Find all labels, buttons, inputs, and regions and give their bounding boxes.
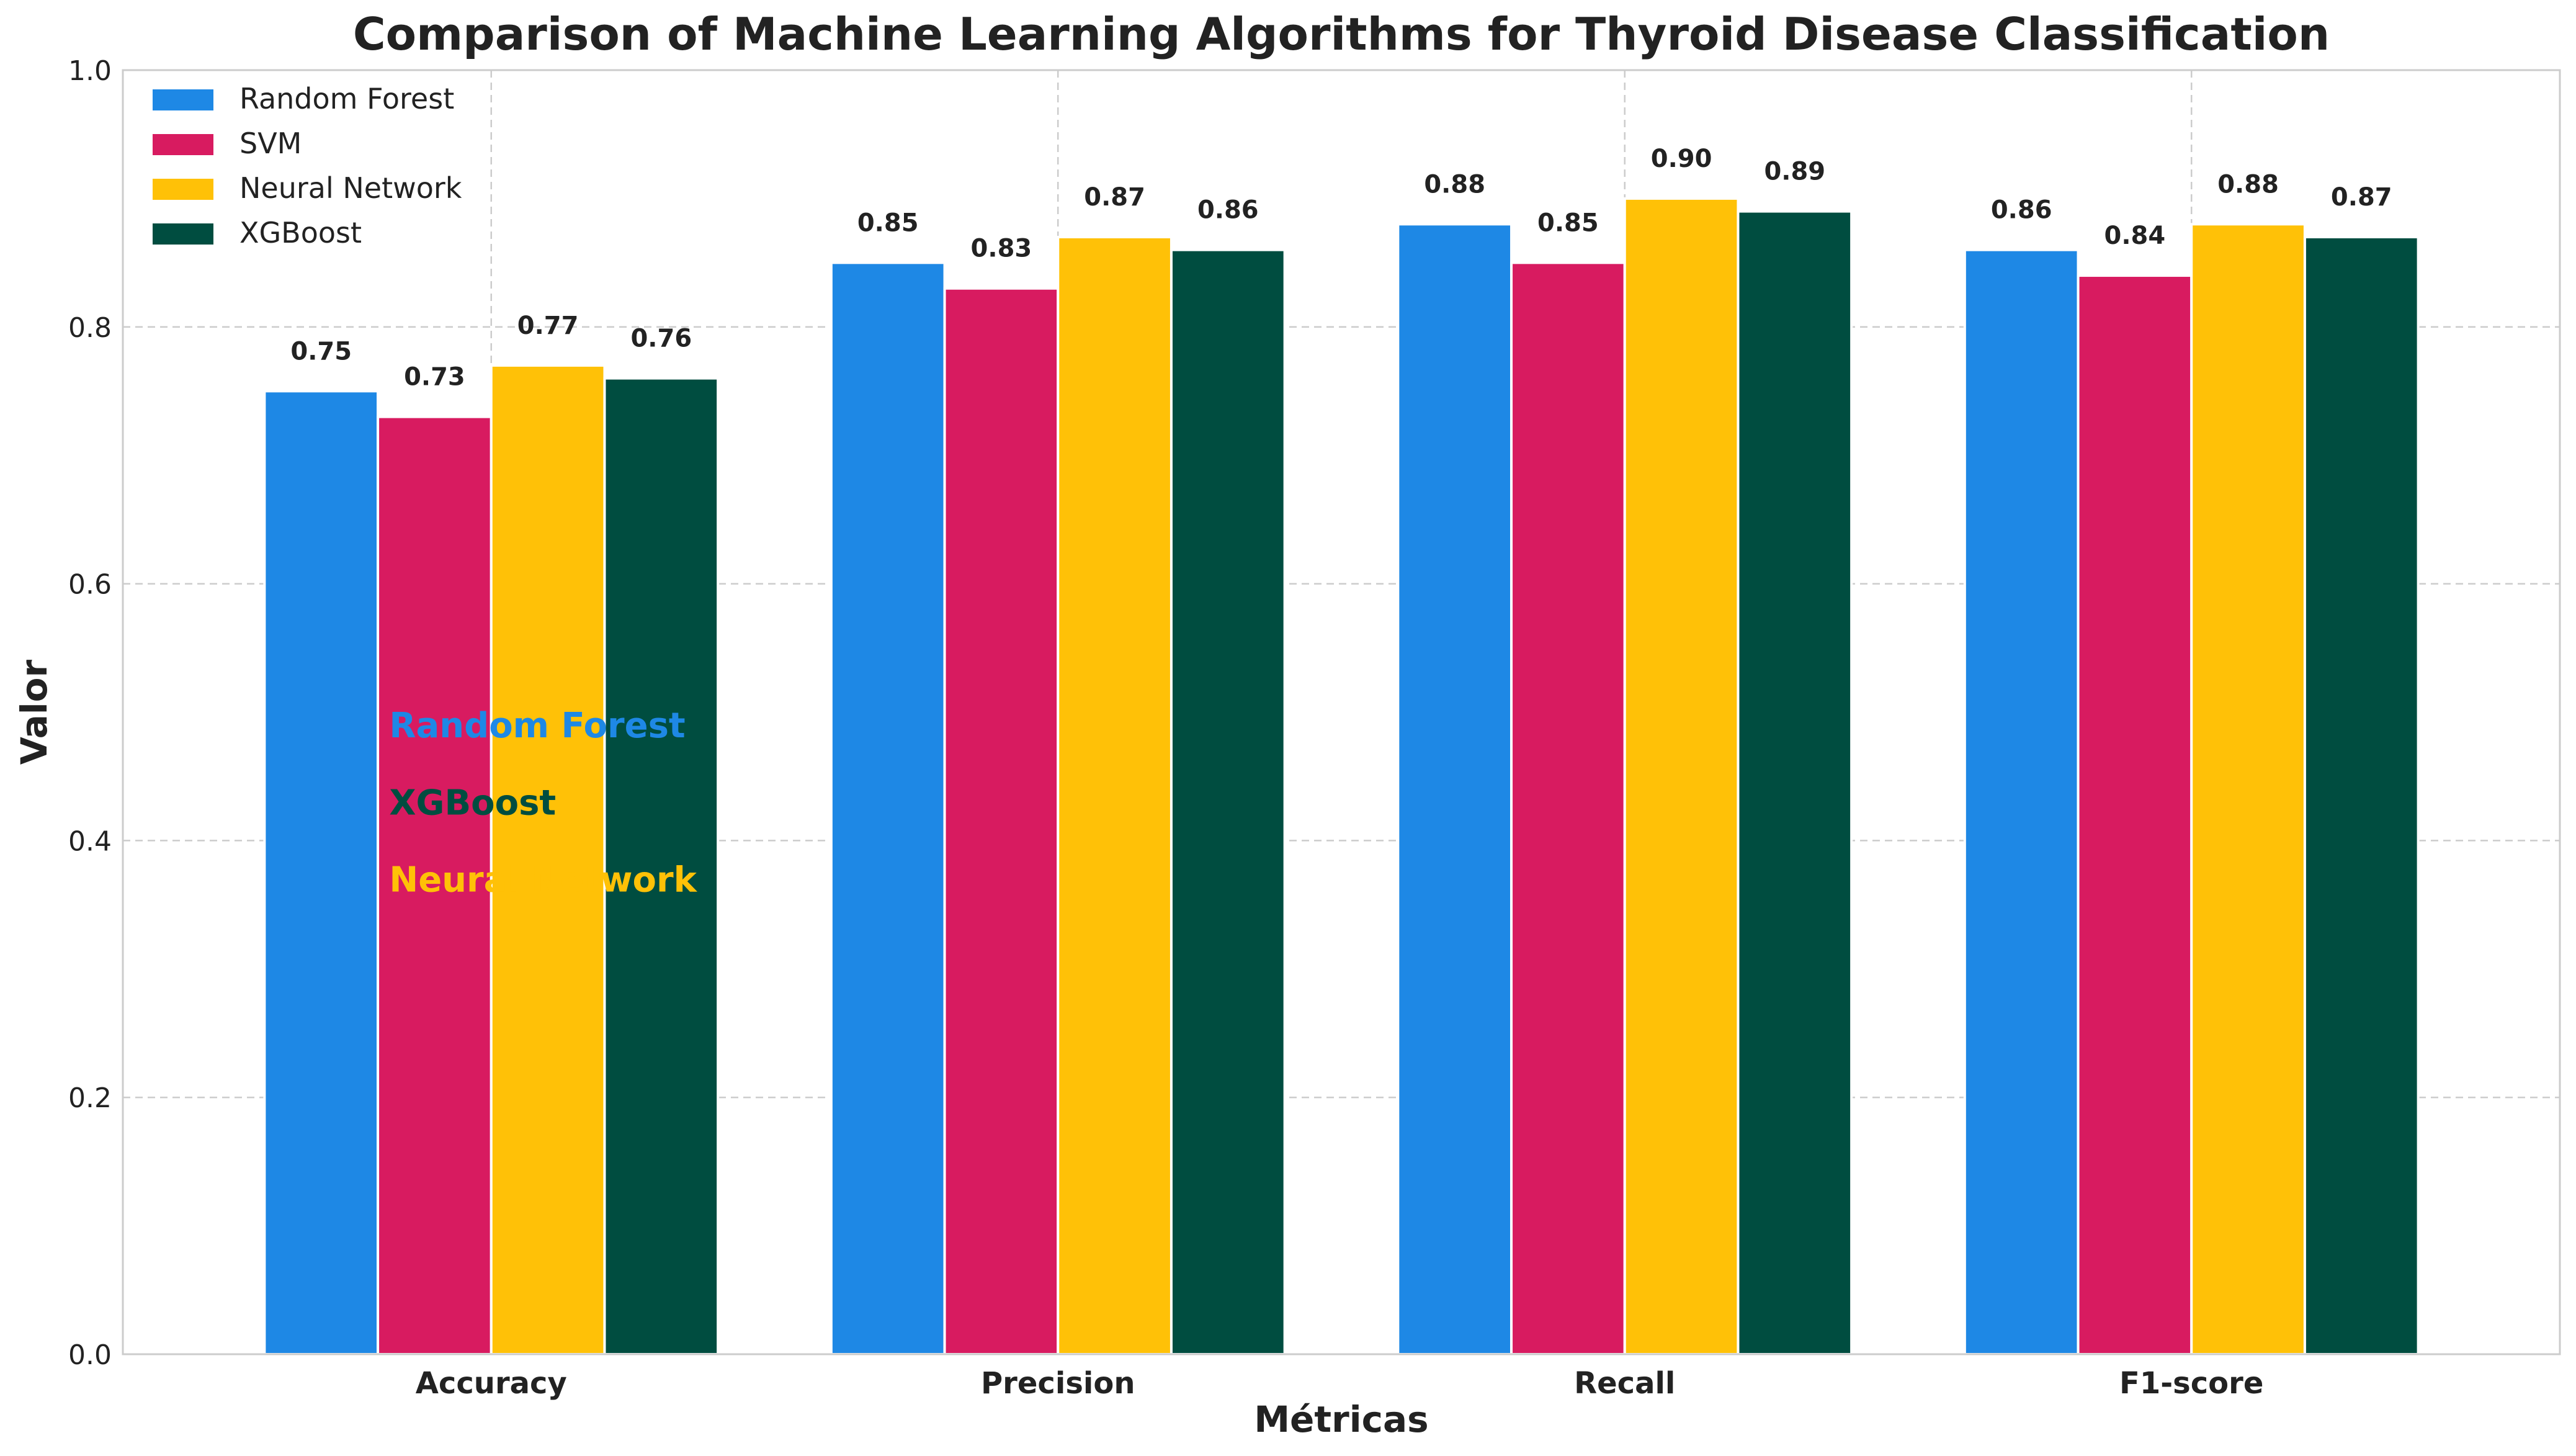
bar-value-label: 0.76 (630, 325, 692, 353)
legend-label: SVM (239, 127, 302, 160)
legend-swatch (153, 179, 213, 200)
y-tick-label: 0.4 (68, 825, 112, 857)
bar-value-label: 0.86 (1197, 196, 1259, 225)
bar (2077, 274, 2193, 1355)
legend-label: Random Forest (239, 82, 454, 115)
bar-value-label: 0.85 (857, 209, 919, 237)
bar (830, 261, 946, 1356)
x-tick-label: Accuracy (416, 1366, 567, 1401)
bar (603, 377, 720, 1355)
plot-frame (122, 69, 2561, 1355)
bar (1510, 261, 1626, 1356)
chart-title: Comparison of Machine Learning Algorithm… (353, 8, 2330, 60)
bar-value-label: 0.85 (1537, 209, 1599, 237)
data-labels: 0.75 0.85 0.88 0.86 0.73 0.83 0.85 0.84 0.77 0.87… (290, 145, 2392, 392)
legend-label: XGBoost (239, 216, 362, 249)
legend-swatch (153, 89, 213, 110)
bar-value-label: 0.83 (971, 235, 1032, 263)
y-tick-label: 0.6 (68, 569, 112, 601)
bar-value-label: 0.86 (1991, 196, 2052, 225)
bar-value-label: 0.87 (1084, 183, 1145, 212)
bar-value-label: 0.89 (1764, 158, 1825, 186)
bar-value-label: 0.77 (517, 312, 579, 340)
bar (1737, 210, 1853, 1356)
annotations: Random Forest XGBoost Neural Network (389, 706, 697, 900)
annotation-text: Neural Network (389, 860, 697, 900)
bar-value-label: 0.73 (404, 363, 465, 392)
bar (1963, 248, 2080, 1355)
legend-label: Neural Network (239, 171, 462, 205)
bar (263, 390, 380, 1355)
y-tick-label: 0.2 (68, 1082, 112, 1114)
bar-value-label: 0.75 (290, 337, 352, 366)
annotation-text: Random Forest (389, 706, 685, 746)
y-axis-ticks: 0.0 0.2 0.4 0.6 0.8 1.0 (68, 55, 112, 1371)
x-axis-label: Métricas (1254, 1398, 1428, 1440)
y-tick-label: 1.0 (68, 55, 112, 87)
bar (1397, 223, 1513, 1355)
bar-value-label: 0.84 (2104, 222, 2166, 250)
y-tick-label: 0.8 (68, 312, 112, 344)
bar (1623, 197, 1740, 1355)
x-tick-label: Precision (981, 1366, 1135, 1401)
bar-value-label: 0.87 (2331, 183, 2392, 212)
x-tick-label: Recall (1574, 1366, 1675, 1401)
legend: Random Forest SVM Neural Network XGBoost (153, 82, 462, 249)
bar (2303, 235, 2420, 1356)
legend-swatch (153, 223, 213, 245)
bar-value-label: 0.90 (1651, 145, 1712, 173)
y-tick-label: 0.0 (68, 1339, 112, 1371)
x-tick-label: F1-score (2119, 1366, 2263, 1401)
annotation-text: XGBoost (389, 783, 556, 823)
bar (1057, 235, 1173, 1356)
bar (943, 287, 1060, 1356)
bar (377, 415, 493, 1355)
legend-swatch (153, 134, 213, 155)
bar-value-label: 0.88 (1424, 170, 1485, 199)
bars (263, 197, 2420, 1356)
bar (2190, 223, 2306, 1355)
x-axis-ticks: Accuracy Precision Recall F1-score (416, 1366, 2264, 1401)
bar (1169, 248, 1286, 1355)
bar-value-label: 0.88 (2217, 170, 2279, 199)
y-axis-label: Valor (13, 660, 55, 765)
